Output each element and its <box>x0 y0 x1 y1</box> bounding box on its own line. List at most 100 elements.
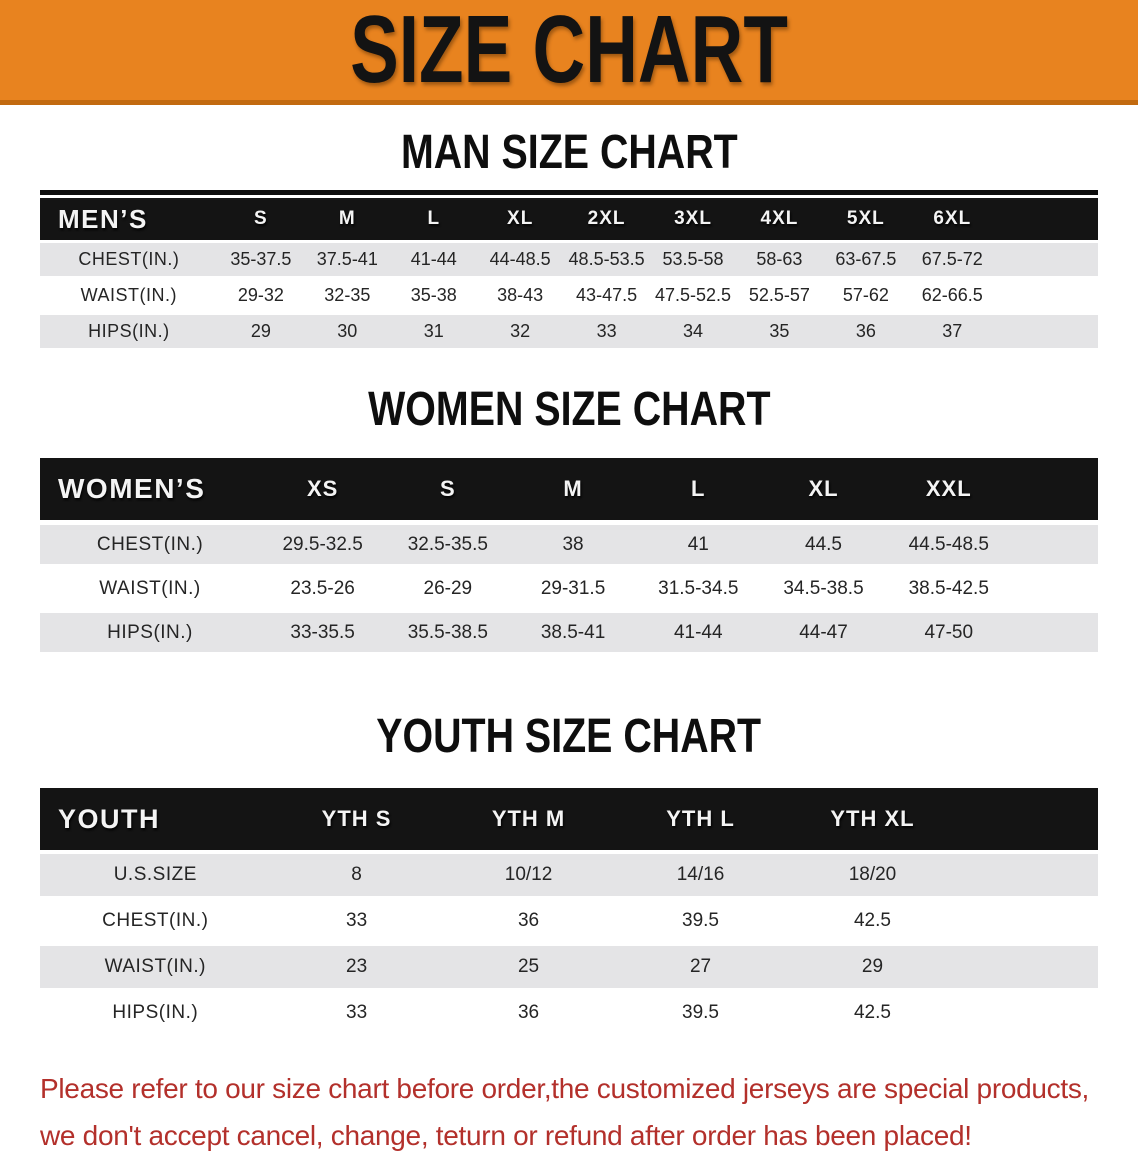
row-label: WAIST(IN.) <box>40 946 271 988</box>
size-value-cell: 32-35 <box>304 279 391 312</box>
size-value-cell: 31 <box>390 315 477 348</box>
size-value-cell: 33 <box>563 315 650 348</box>
size-value-cell: 38 <box>510 525 636 564</box>
size-value-cell: 57-62 <box>822 279 910 312</box>
row-label: U.S.SIZE <box>40 854 271 896</box>
youth-section-title: YOUTH SIZE CHART <box>376 710 762 763</box>
table-row: WAIST(IN.) 29-32 32-35 35-38 38-43 43-47.5 47.… <box>40 279 1098 312</box>
row-spacer-cell <box>1011 525 1098 564</box>
size-value-cell: 42.5 <box>786 992 959 1034</box>
row-label: HIPS(IN.) <box>40 613 261 652</box>
table-row: HIPS(IN.) 29 30 31 32 33 34 35 36 37 <box>40 315 1098 348</box>
size-value-cell: 38.5-41 <box>510 613 636 652</box>
footer-line-1: Please refer to our size chart before or… <box>40 1073 1090 1104</box>
men-section-title: MAN SIZE CHART <box>400 126 738 179</box>
size-value-cell: 47.5-52.5 <box>649 279 737 312</box>
size-value-cell: 38.5-42.5 <box>886 569 1012 608</box>
table-row: HIPS(IN.) 33-35.5 35.5-38.5 38.5-41 41-44 44-… <box>40 613 1098 652</box>
men-table-top-rule <box>40 190 1098 195</box>
size-header-row: WOMEN’S XS S M L XL XXL <box>40 458 1098 520</box>
header-spacer-cell <box>995 198 1098 240</box>
size-value-cell: 23.5-26 <box>260 569 386 608</box>
size-column-header: YTH XL <box>786 788 959 850</box>
row-label: CHEST(IN.) <box>40 525 261 564</box>
size-value-cell: 48.5-53.5 <box>563 243 650 276</box>
size-value-cell: 43-47.5 <box>563 279 650 312</box>
size-column-header: L <box>635 458 761 520</box>
size-value-cell: 35-37.5 <box>217 243 305 276</box>
table-row: HIPS(IN.) 33 36 39.5 42.5 <box>40 992 1098 1034</box>
row-spacer-cell <box>958 992 1098 1034</box>
size-value-cell: 35 <box>736 315 823 348</box>
banner-title: SIZE CHART <box>350 0 788 103</box>
size-value-cell: 41-44 <box>635 613 761 652</box>
size-column-header: YTH S <box>270 788 443 850</box>
row-label: CHEST(IN.) <box>40 243 218 276</box>
size-value-cell: 38-43 <box>476 279 564 312</box>
row-spacer-cell <box>958 900 1098 942</box>
size-value-cell: 36 <box>822 315 910 348</box>
size-column-header: M <box>304 198 391 240</box>
size-value-cell: 52.5-57 <box>736 279 823 312</box>
size-value-cell: 14/16 <box>614 854 787 896</box>
size-value-cell: 30 <box>304 315 391 348</box>
size-value-cell: 44-47 <box>760 613 887 652</box>
table-row: CHEST(IN.) 35-37.5 37.5-41 41-44 44-48.5 48.5… <box>40 243 1098 276</box>
size-value-cell: 36 <box>442 992 615 1034</box>
size-value-cell: 33 <box>270 992 443 1034</box>
footer-disclaimer: Please refer to our size chart before or… <box>40 1065 1118 1159</box>
row-spacer-cell <box>995 315 1098 348</box>
men-size-table: MEN’S S M L XL 2XL 3XL 4XL 5XL 6XL CHEST(IN.) 35-37… <box>40 195 1098 351</box>
size-header-row: YOUTH YTH S YTH M YTH L YTH XL <box>40 788 1098 850</box>
size-value-cell: 18/20 <box>786 854 959 896</box>
size-value-cell: 25 <box>442 946 615 988</box>
row-spacer-cell <box>995 279 1098 312</box>
size-header-row: MEN’S S M L XL 2XL 3XL 4XL 5XL 6XL <box>40 198 1098 240</box>
size-column-header: 4XL <box>736 198 823 240</box>
size-value-cell: 44.5 <box>760 525 887 564</box>
size-column-header: XL <box>476 198 564 240</box>
size-column-header: S <box>217 198 305 240</box>
size-value-cell: 39.5 <box>614 992 787 1034</box>
size-value-cell: 41-44 <box>390 243 477 276</box>
size-value-cell: 34.5-38.5 <box>760 569 887 608</box>
table-group-label: MEN’S <box>40 198 218 240</box>
size-value-cell: 27 <box>614 946 787 988</box>
size-value-cell: 32 <box>476 315 564 348</box>
size-value-cell: 35.5-38.5 <box>385 613 511 652</box>
row-label: WAIST(IN.) <box>40 569 261 608</box>
table-group-label: WOMEN’S <box>40 458 261 520</box>
table-row: WAIST(IN.) 23 25 27 29 <box>40 946 1098 988</box>
size-column-header: S <box>385 458 511 520</box>
row-spacer-cell <box>958 854 1098 896</box>
size-value-cell: 34 <box>649 315 737 348</box>
row-spacer-cell <box>1011 613 1098 652</box>
size-value-cell: 29-31.5 <box>510 569 636 608</box>
table-row: U.S.SIZE 8 10/12 14/16 18/20 <box>40 854 1098 896</box>
size-column-header: XS <box>260 458 386 520</box>
size-value-cell: 8 <box>270 854 443 896</box>
size-column-header: XXL <box>886 458 1012 520</box>
row-label: WAIST(IN.) <box>40 279 218 312</box>
size-value-cell: 33-35.5 <box>260 613 386 652</box>
size-value-cell: 42.5 <box>786 900 959 942</box>
size-value-cell: 32.5-35.5 <box>385 525 511 564</box>
size-column-header: 5XL <box>822 198 910 240</box>
women-section-title: WOMEN SIZE CHART <box>367 383 771 436</box>
size-value-cell: 53.5-58 <box>649 243 737 276</box>
row-label: CHEST(IN.) <box>40 900 271 942</box>
size-column-header: L <box>390 198 477 240</box>
table-row: CHEST(IN.) 33 36 39.5 42.5 <box>40 900 1098 942</box>
size-value-cell: 58-63 <box>736 243 823 276</box>
women-size-table: WOMEN’S XS S M L XL XXL CHEST(IN.) 29.5-32.5 32.5… <box>40 453 1098 657</box>
header-spacer-cell <box>1011 458 1098 520</box>
size-value-cell: 29 <box>217 315 305 348</box>
size-value-cell: 37 <box>909 315 996 348</box>
size-value-cell: 26-29 <box>385 569 511 608</box>
table-row: WAIST(IN.) 23.5-26 26-29 29-31.5 31.5-34.5 34… <box>40 569 1098 608</box>
size-column-header: YTH L <box>614 788 787 850</box>
table-group-label: YOUTH <box>40 788 271 850</box>
size-value-cell: 44.5-48.5 <box>886 525 1012 564</box>
size-column-header: YTH M <box>442 788 615 850</box>
size-value-cell: 47-50 <box>886 613 1012 652</box>
